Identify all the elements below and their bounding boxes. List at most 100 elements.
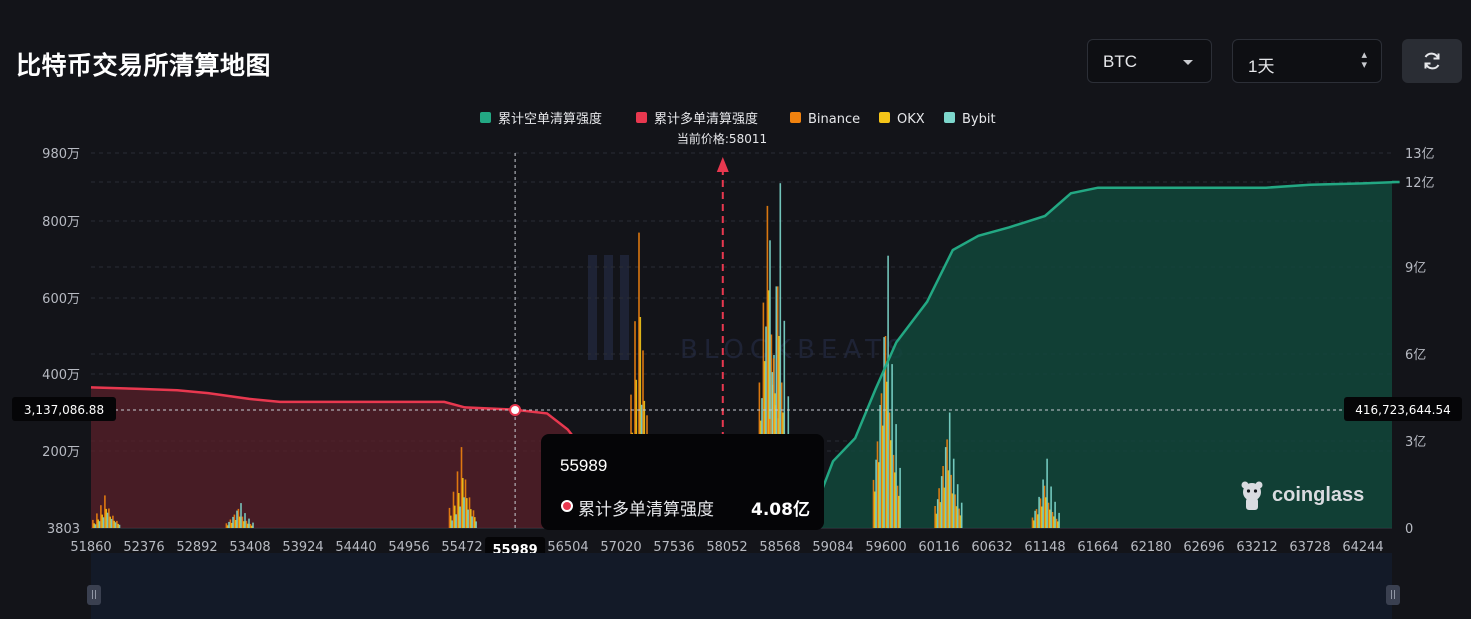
- exchange-bar-binance: [934, 506, 936, 528]
- x-axis-tick: 57536: [653, 540, 694, 555]
- x-axis-tick: 55472: [441, 540, 482, 555]
- exchange-bar-binance: [872, 479, 875, 528]
- x-axis-tick: 63212: [1236, 540, 1277, 555]
- right-axis: 0 3亿 6亿 9亿 12亿 13亿: [1405, 147, 1435, 537]
- coinglass-logo-text: coinglass: [1272, 484, 1365, 506]
- legend-label: 累计空单清算强度: [498, 111, 602, 127]
- exchange-bar-binance: [954, 494, 956, 528]
- exchange-bar-binance: [233, 514, 236, 528]
- exchange-bar-bybit: [1046, 458, 1048, 528]
- exchange-bar-okx: [1057, 521, 1059, 528]
- exchange-bar-bybit: [102, 517, 105, 528]
- exchange-bar-bybit: [240, 503, 242, 528]
- exchange-bar-bybit: [783, 320, 786, 528]
- x-axis-tick: 63728: [1289, 540, 1330, 555]
- long-liquidation-area: [91, 387, 671, 528]
- refresh-button[interactable]: [1402, 39, 1462, 83]
- range-handle-right[interactable]: ||: [1386, 585, 1400, 605]
- exchange-bar-okx: [226, 525, 229, 528]
- exchange-bar-bybit: [1058, 512, 1060, 528]
- exchange-bar-okx: [109, 516, 111, 528]
- exchange-bar-okx: [951, 493, 954, 528]
- exchange-bar-bybit: [451, 520, 453, 528]
- exchange-bar-bybit: [459, 506, 461, 528]
- exchange-bar-binance: [452, 491, 455, 528]
- exchange-bar-okx: [462, 478, 464, 528]
- exchange-bar-binance: [460, 447, 463, 528]
- exchange-bar-bybit: [98, 521, 101, 528]
- exchange-bar-bybit: [236, 510, 238, 528]
- range-handle-left[interactable]: ||: [87, 585, 101, 605]
- legend-swatch: [480, 112, 491, 123]
- exchange-bar-binance: [96, 513, 98, 528]
- exchange-bar-bybit: [944, 447, 947, 528]
- exchange-bar-binance: [958, 508, 960, 528]
- exchange-bar-okx: [234, 520, 237, 528]
- legend-swatch: [790, 112, 801, 123]
- exchange-bar-okx: [1041, 506, 1043, 528]
- exchange-bar-binance: [896, 485, 899, 528]
- exchange-bar-bybit: [463, 497, 465, 528]
- x-axis: 51860 52376 52892 53408 53924 54440 54956 55472…: [70, 540, 1383, 555]
- exchange-bar-okx: [935, 513, 938, 528]
- legend[interactable]: 累计空单清算强度 累计多单清算强度 Binance OKX Bybit: [480, 111, 996, 127]
- exchange-bar-okx: [1045, 497, 1047, 528]
- right-axis-tick: 9亿: [1405, 261, 1426, 276]
- page-title: 比特币交易所清算地图: [16, 51, 272, 80]
- exchange-bar-binance: [884, 336, 887, 528]
- crosshair-point: [509, 404, 522, 416]
- exchange-bar-binance: [229, 519, 232, 528]
- exchange-bar-bybit: [956, 484, 959, 528]
- exchange-bar-binance: [1039, 498, 1042, 528]
- exchange-bar-okx: [230, 522, 233, 528]
- exchange-bar-binance: [456, 471, 459, 528]
- exchange-bar-binance: [116, 520, 118, 528]
- exchange-bar-bybit: [1034, 510, 1036, 528]
- right-axis-tick: 12亿: [1405, 176, 1435, 191]
- exchange-bar-okx: [242, 521, 245, 528]
- tooltip-series-name: 累计多单清算强度: [578, 500, 714, 520]
- exchange-bar-okx: [955, 506, 958, 528]
- exchange-bar-binance: [100, 505, 102, 528]
- current-price-label: 当前价格:58011: [677, 131, 767, 146]
- x-axis-tick: 53924: [282, 540, 323, 555]
- exchange-bar-bybit: [228, 521, 230, 528]
- right-axis-tick: 0: [1405, 522, 1413, 537]
- legend-swatch: [636, 112, 647, 123]
- watermark-text: BLOCKBEATS: [680, 335, 909, 365]
- exchange-bar-binance: [880, 393, 883, 529]
- exchange-bar-binance: [104, 495, 106, 528]
- exchange-bar-binance: [225, 523, 228, 528]
- exchange-bar-bybit: [779, 183, 782, 528]
- exchange-bar-binance: [892, 454, 895, 528]
- exchange-bar-binance: [1031, 517, 1034, 528]
- exchange-bar-okx: [939, 502, 942, 528]
- legend-swatch: [879, 112, 890, 123]
- x-axis-tick: 62696: [1183, 540, 1224, 555]
- legend-label: Bybit: [962, 112, 996, 127]
- exchange-bar-bybit: [1054, 501, 1056, 528]
- x-axis-tick: 52892: [176, 540, 217, 555]
- exchange-bar-bybit: [471, 516, 473, 528]
- exchange-bar-okx: [101, 514, 103, 528]
- x-axis-tick: 58052: [706, 540, 747, 555]
- exchange-bar-okx: [250, 525, 253, 528]
- tooltip: 55989 累计多单清算强度 4.08亿: [541, 434, 824, 530]
- crosshair-left-label-bg: [12, 397, 116, 421]
- tooltip-series-value: 4.08亿: [751, 500, 810, 520]
- exchange-bar-bybit: [952, 458, 955, 528]
- legend-label: Binance: [808, 112, 860, 127]
- x-axis-tick: 59084: [812, 540, 853, 555]
- exchange-bar-okx: [113, 520, 115, 528]
- x-axis-tick: 59600: [865, 540, 906, 555]
- exchange-bar-okx: [898, 495, 900, 528]
- interval-select[interactable]: 1天 ▴ ▾: [1232, 39, 1382, 83]
- range-scrollbar[interactable]: [91, 553, 1392, 619]
- short-liquidation-area: [783, 182, 1400, 528]
- symbol-select[interactable]: BTC: [1087, 39, 1212, 83]
- exchange-bar-binance: [249, 523, 252, 528]
- exchange-bar-okx: [474, 517, 476, 528]
- x-axis-tick: 61148: [1024, 540, 1065, 555]
- left-axis: 3803 200万 400万 600万 800万 980万: [42, 147, 80, 537]
